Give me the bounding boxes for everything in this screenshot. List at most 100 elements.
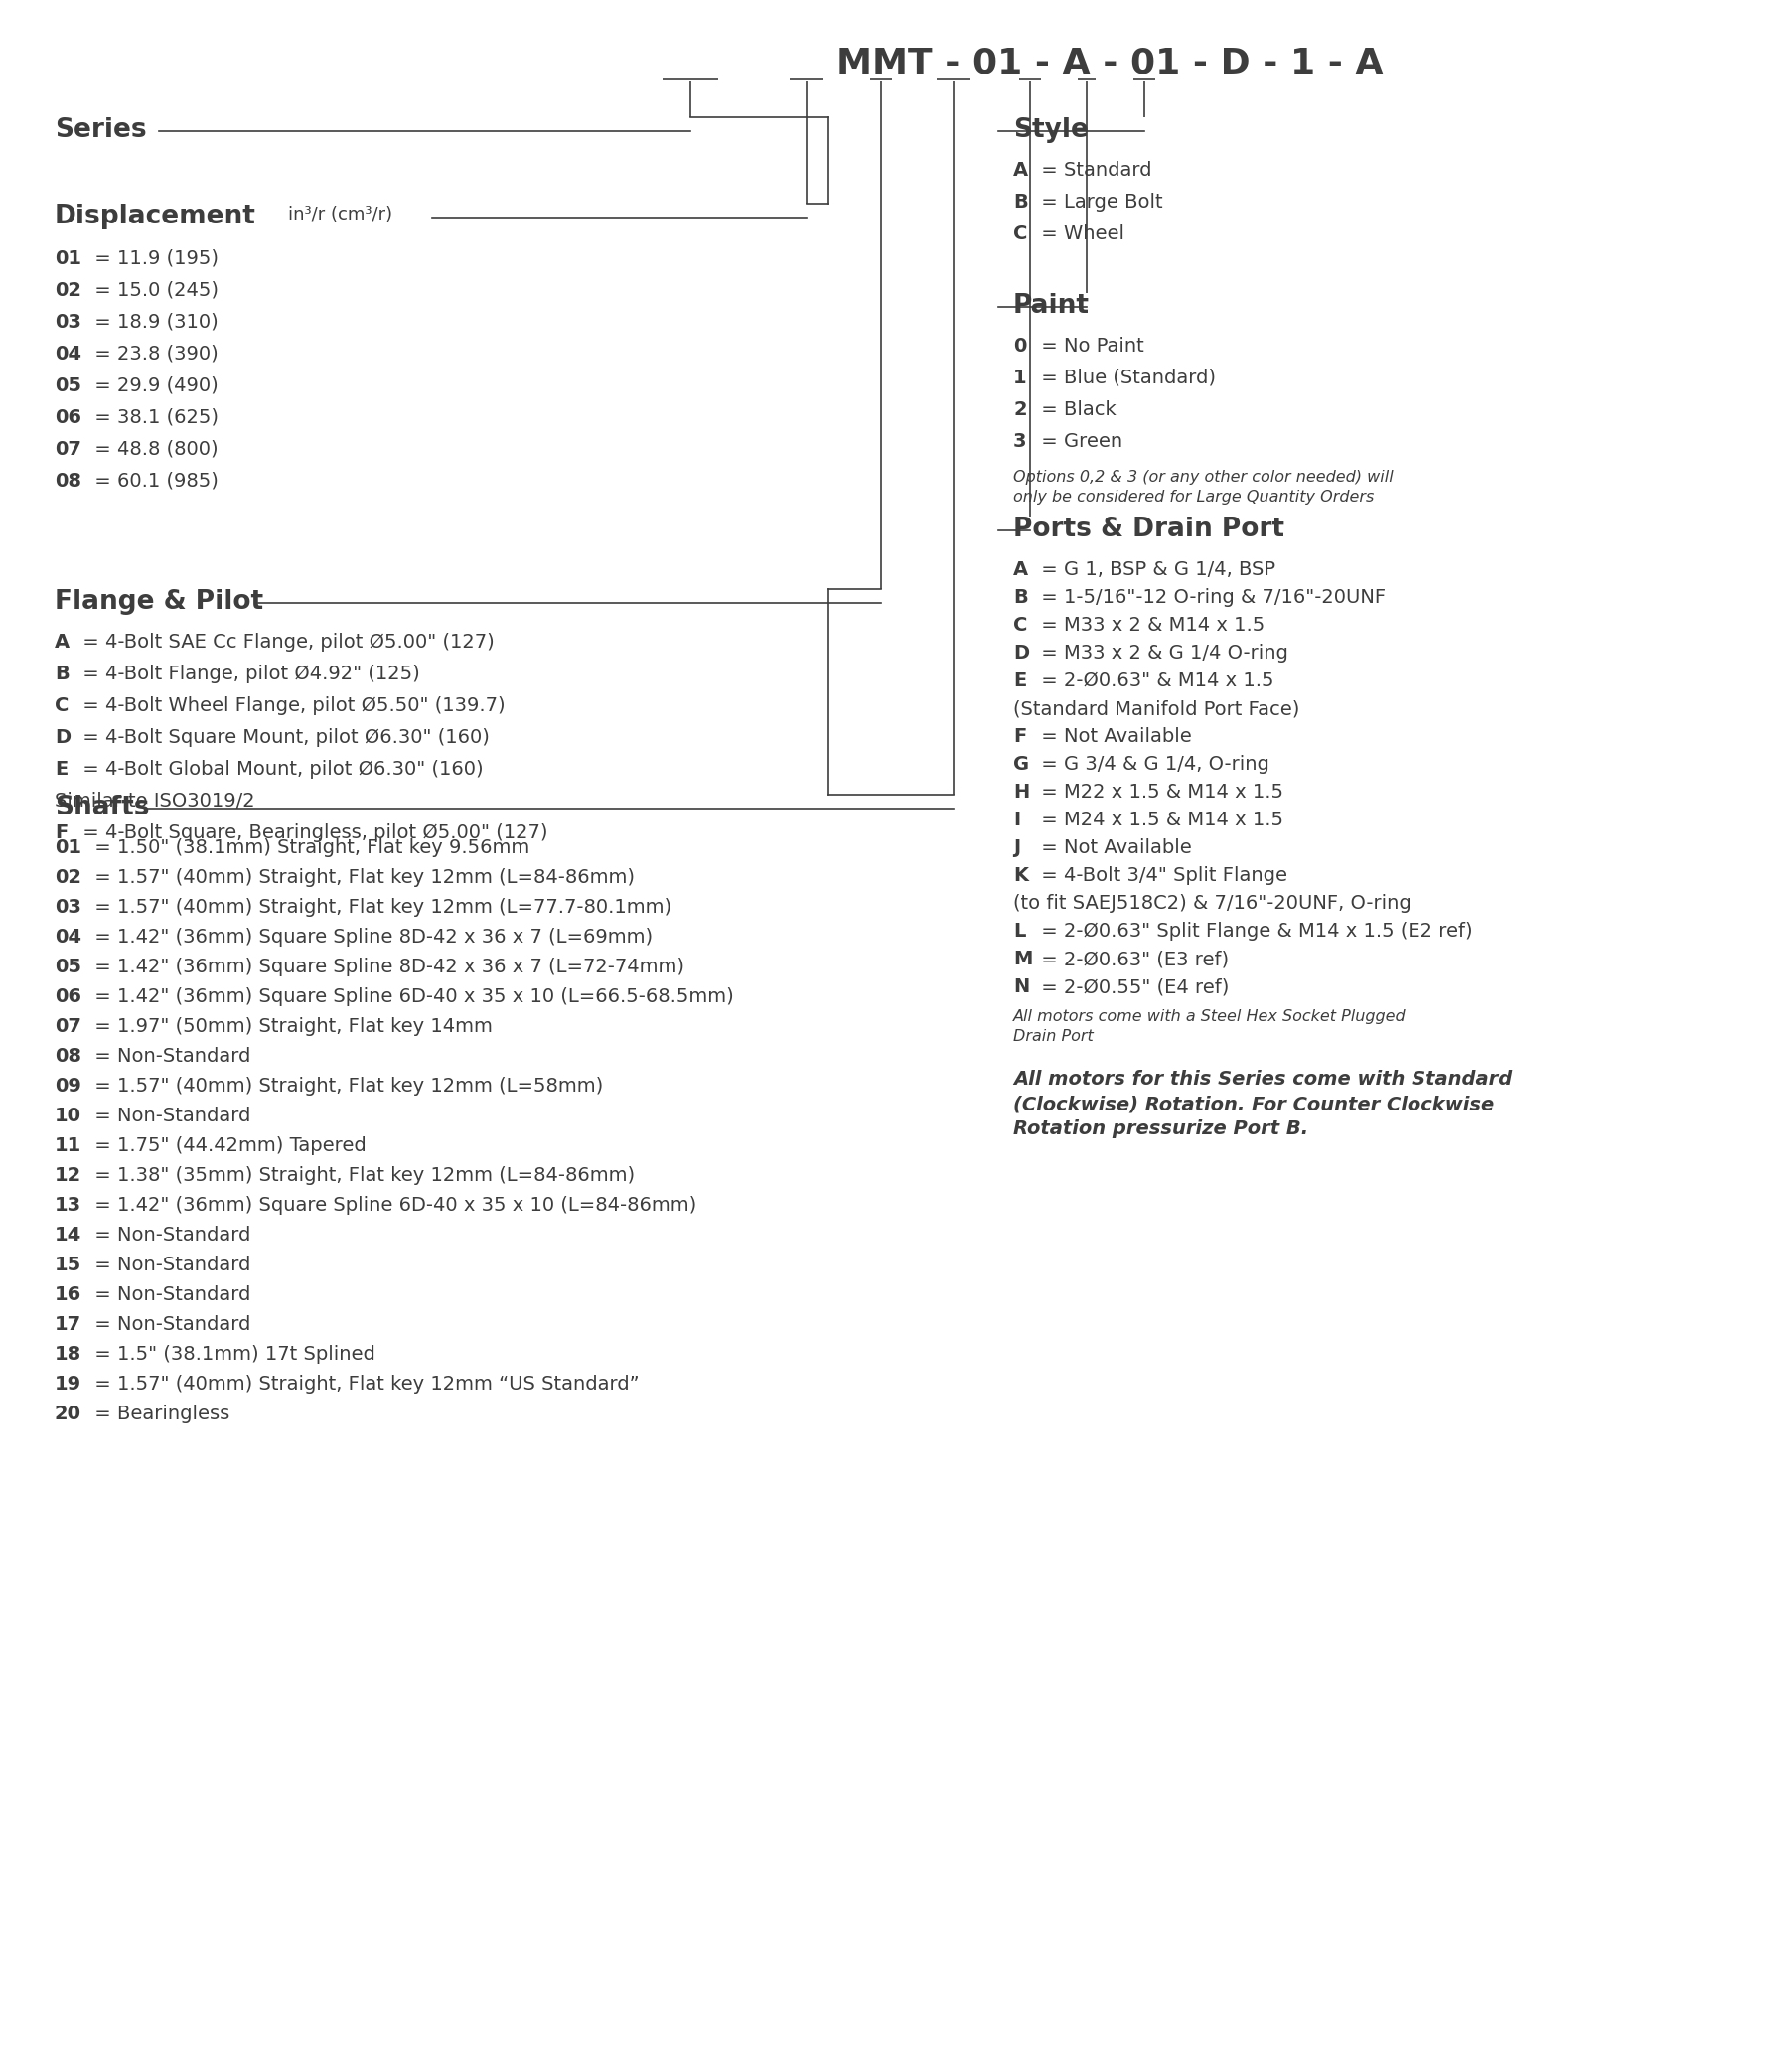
Text: = 1.42" (36mm) Square Spline 6D-40 x 35 x 10 (L=84-86mm): = 1.42" (36mm) Square Spline 6D-40 x 35 … (88, 1196, 697, 1214)
Text: = Black: = Black (1035, 400, 1116, 419)
Text: = G 3/4 & G 1/4, O-ring: = G 3/4 & G 1/4, O-ring (1035, 754, 1269, 773)
Text: = G 1, BSP & G 1/4, BSP: = G 1, BSP & G 1/4, BSP (1035, 559, 1275, 578)
Text: Style: Style (1014, 118, 1089, 143)
Text: 05: 05 (55, 377, 82, 396)
Text: MMT - 01 - A - 01 - D - 1 - A: MMT - 01 - A - 01 - D - 1 - A (837, 48, 1382, 81)
Text: = 38.1 (625): = 38.1 (625) (88, 408, 218, 427)
Text: = 18.9 (310): = 18.9 (310) (88, 313, 218, 332)
Text: C: C (55, 696, 70, 715)
Text: B: B (1014, 588, 1028, 607)
Text: Displacement: Displacement (55, 203, 256, 230)
Text: 04: 04 (55, 344, 82, 363)
Text: H: H (1014, 783, 1030, 802)
Text: = M33 x 2 & M14 x 1.5: = M33 x 2 & M14 x 1.5 (1035, 615, 1264, 634)
Text: 2: 2 (1014, 400, 1026, 419)
Text: (Standard Manifold Port Face): (Standard Manifold Port Face) (1014, 698, 1300, 719)
Text: A: A (1014, 162, 1028, 180)
Text: = Standard: = Standard (1035, 162, 1151, 180)
Text: = Non-Standard: = Non-Standard (88, 1316, 250, 1334)
Text: = M24 x 1.5 & M14 x 1.5: = M24 x 1.5 & M14 x 1.5 (1035, 810, 1284, 829)
Text: = 1.38" (35mm) Straight, Flat key 12mm (L=84-86mm): = 1.38" (35mm) Straight, Flat key 12mm (… (88, 1167, 635, 1185)
Text: Paint: Paint (1014, 292, 1089, 319)
Text: 20: 20 (55, 1405, 82, 1423)
Text: in³/r (cm³/r): in³/r (cm³/r) (288, 205, 393, 224)
Text: = 1.42" (36mm) Square Spline 6D-40 x 35 x 10 (L=66.5-68.5mm): = 1.42" (36mm) Square Spline 6D-40 x 35 … (88, 988, 733, 1007)
Text: = M33 x 2 & G 1/4 O-ring: = M33 x 2 & G 1/4 O-ring (1035, 644, 1287, 663)
Text: Shafts: Shafts (55, 796, 150, 821)
Text: 19: 19 (55, 1374, 82, 1394)
Text: 10: 10 (55, 1106, 82, 1125)
Text: L: L (1014, 922, 1026, 941)
Text: 07: 07 (55, 1017, 80, 1036)
Text: C: C (1014, 224, 1028, 242)
Text: 11: 11 (55, 1135, 82, 1156)
Text: 02: 02 (55, 868, 82, 887)
Text: = 2-Ø0.63" (E3 ref): = 2-Ø0.63" (E3 ref) (1035, 949, 1228, 968)
Text: = 48.8 (800): = 48.8 (800) (88, 439, 218, 458)
Text: = No Paint: = No Paint (1035, 338, 1144, 356)
Text: A: A (1014, 559, 1028, 578)
Text: = 4-Bolt 3/4" Split Flange: = 4-Bolt 3/4" Split Flange (1035, 866, 1287, 885)
Text: 16: 16 (55, 1285, 82, 1303)
Text: N: N (1014, 978, 1030, 997)
Text: = 1.57" (40mm) Straight, Flat key 12mm (L=77.7-80.1mm): = 1.57" (40mm) Straight, Flat key 12mm (… (88, 897, 672, 916)
Text: 07: 07 (55, 439, 80, 458)
Text: C: C (1014, 615, 1028, 634)
Text: = 11.9 (195): = 11.9 (195) (88, 249, 218, 267)
Text: 02: 02 (55, 282, 82, 300)
Text: = Bearingless: = Bearingless (88, 1405, 229, 1423)
Text: = Non-Standard: = Non-Standard (88, 1106, 250, 1125)
Text: Series: Series (55, 118, 147, 143)
Text: B: B (1014, 193, 1028, 211)
Text: 05: 05 (55, 957, 82, 976)
Text: = Wheel: = Wheel (1035, 224, 1125, 242)
Text: = 4-Bolt Square, Bearingless, pilot Ø5.00" (127): = 4-Bolt Square, Bearingless, pilot Ø5.0… (77, 823, 547, 843)
Text: = 1.42" (36mm) Square Spline 8D-42 x 36 x 7 (L=72-74mm): = 1.42" (36mm) Square Spline 8D-42 x 36 … (88, 957, 685, 976)
Text: Ports & Drain Port: Ports & Drain Port (1014, 516, 1284, 543)
Text: 01: 01 (55, 839, 82, 858)
Text: = 4-Bolt Global Mount, pilot Ø6.30" (160): = 4-Bolt Global Mount, pilot Ø6.30" (160… (77, 760, 483, 779)
Text: Similar to ISO3019/2: Similar to ISO3019/2 (55, 792, 256, 810)
Text: 06: 06 (55, 408, 82, 427)
Text: = 1.57" (40mm) Straight, Flat key 12mm (L=58mm): = 1.57" (40mm) Straight, Flat key 12mm (… (88, 1077, 603, 1096)
Text: = 4-Bolt Flange, pilot Ø4.92" (125): = 4-Bolt Flange, pilot Ø4.92" (125) (77, 665, 420, 684)
Text: 03: 03 (55, 313, 80, 332)
Text: All motors for this Series come with Standard
(Clockwise) Rotation. For Counter : All motors for this Series come with Sta… (1014, 1069, 1513, 1138)
Text: 08: 08 (55, 1046, 82, 1065)
Text: F: F (1014, 727, 1026, 746)
Text: = 2-Ø0.55" (E4 ref): = 2-Ø0.55" (E4 ref) (1035, 978, 1228, 997)
Text: 08: 08 (55, 472, 82, 491)
Text: = 60.1 (985): = 60.1 (985) (88, 472, 218, 491)
Text: = 4-Bolt Wheel Flange, pilot Ø5.50" (139.7): = 4-Bolt Wheel Flange, pilot Ø5.50" (139… (77, 696, 506, 715)
Text: E: E (55, 760, 68, 779)
Text: D: D (1014, 644, 1030, 663)
Text: 17: 17 (55, 1316, 82, 1334)
Text: = 1.42" (36mm) Square Spline 8D-42 x 36 x 7 (L=69mm): = 1.42" (36mm) Square Spline 8D-42 x 36 … (88, 928, 653, 947)
Text: = Not Available: = Not Available (1035, 727, 1193, 746)
Text: = Large Bolt: = Large Bolt (1035, 193, 1162, 211)
Text: = 4-Bolt SAE Cc Flange, pilot Ø5.00" (127): = 4-Bolt SAE Cc Flange, pilot Ø5.00" (12… (77, 632, 495, 651)
Text: = 1.57" (40mm) Straight, Flat key 12mm (L=84-86mm): = 1.57" (40mm) Straight, Flat key 12mm (… (88, 868, 635, 887)
Text: = Non-Standard: = Non-Standard (88, 1046, 250, 1065)
Text: A: A (55, 632, 70, 651)
Text: = 1-5/16"-12 O-ring & 7/16"-20UNF: = 1-5/16"-12 O-ring & 7/16"-20UNF (1035, 588, 1386, 607)
Text: G: G (1014, 754, 1030, 773)
Text: I: I (1014, 810, 1021, 829)
Text: Flange & Pilot: Flange & Pilot (55, 588, 263, 615)
Text: = 1.57" (40mm) Straight, Flat key 12mm “US Standard”: = 1.57" (40mm) Straight, Flat key 12mm “… (88, 1374, 640, 1394)
Text: E: E (1014, 671, 1026, 690)
Text: 01: 01 (55, 249, 82, 267)
Text: F: F (55, 823, 68, 843)
Text: = 23.8 (390): = 23.8 (390) (88, 344, 218, 363)
Text: = 1.5" (38.1mm) 17t Splined: = 1.5" (38.1mm) 17t Splined (88, 1345, 375, 1363)
Text: 12: 12 (55, 1167, 82, 1185)
Text: 03: 03 (55, 897, 80, 916)
Text: = M22 x 1.5 & M14 x 1.5: = M22 x 1.5 & M14 x 1.5 (1035, 783, 1284, 802)
Text: = 29.9 (490): = 29.9 (490) (88, 377, 218, 396)
Text: = Non-Standard: = Non-Standard (88, 1256, 250, 1274)
Text: = 2-Ø0.63" Split Flange & M14 x 1.5 (E2 ref): = 2-Ø0.63" Split Flange & M14 x 1.5 (E2 … (1035, 922, 1473, 941)
Text: = 2-Ø0.63" & M14 x 1.5: = 2-Ø0.63" & M14 x 1.5 (1035, 671, 1273, 690)
Text: = Green: = Green (1035, 433, 1123, 452)
Text: 18: 18 (55, 1345, 82, 1363)
Text: 1: 1 (1014, 369, 1026, 387)
